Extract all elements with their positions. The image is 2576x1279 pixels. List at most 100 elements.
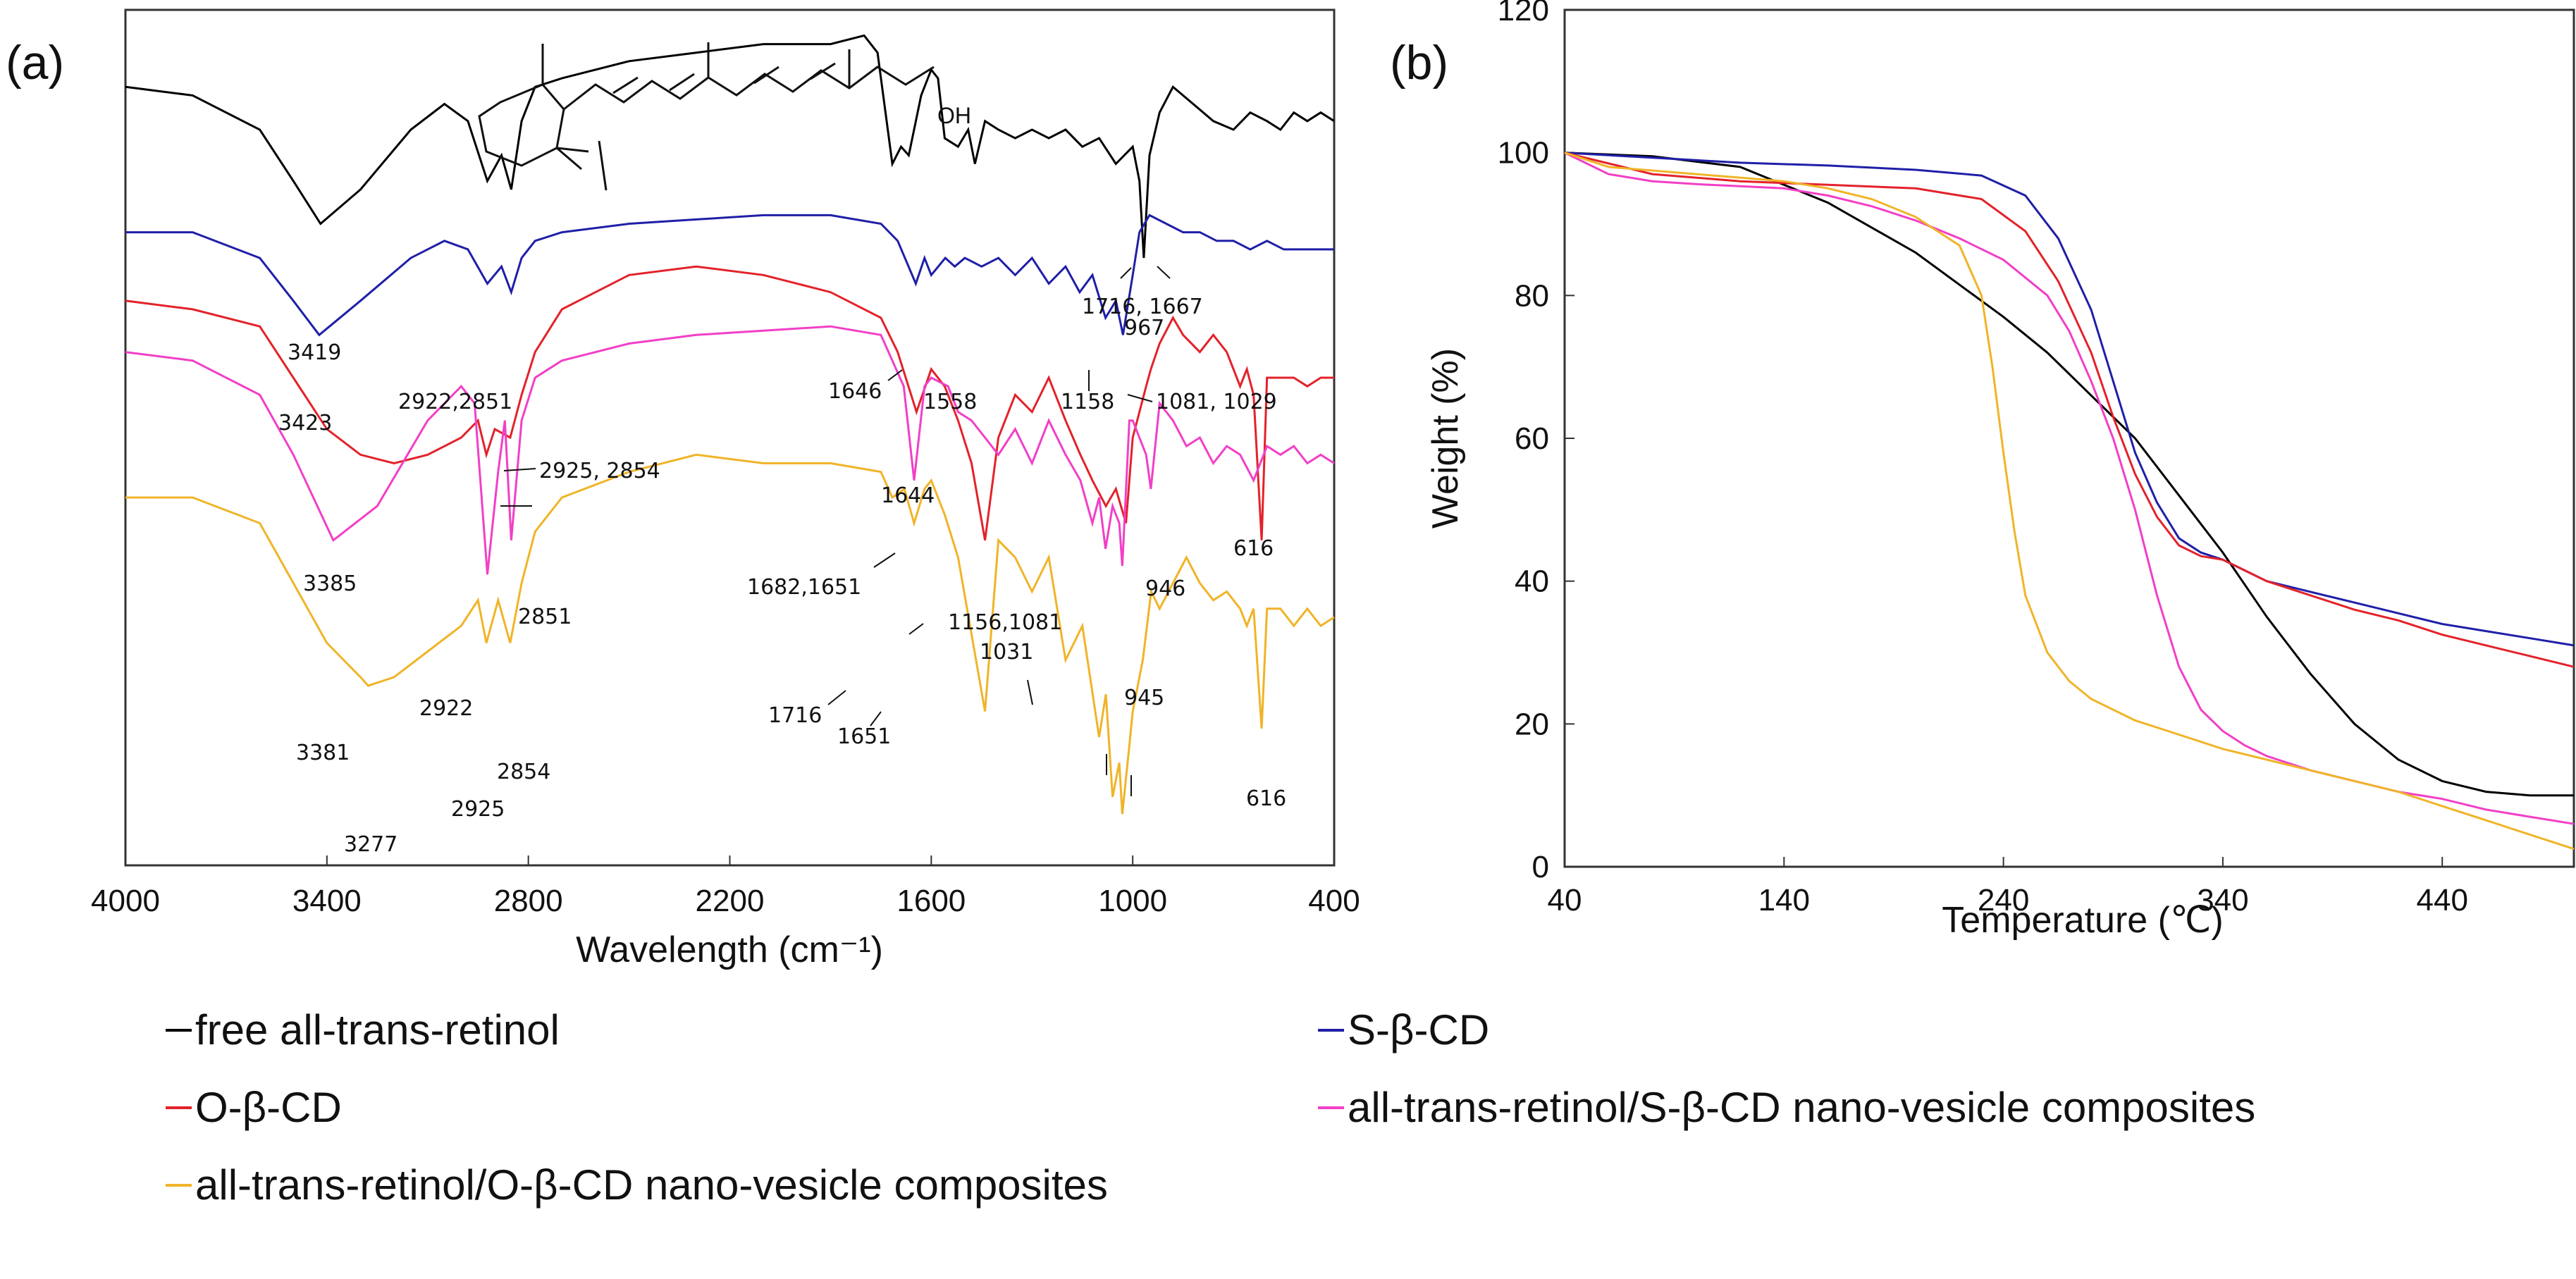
annotation-1558: 1558 xyxy=(923,390,977,414)
gem-dimethyl xyxy=(556,147,589,171)
ftir-series-o-cd xyxy=(125,265,1334,540)
annotation-1156-1081: 1156,1081 xyxy=(948,610,1062,635)
panel-a-series xyxy=(125,34,1335,815)
y-tick-label-100: 100 xyxy=(1498,136,1549,171)
panel-a-x-ticks: 4000 3400 2800 2200 1600 1000 400 xyxy=(91,855,1360,918)
annotation-2922: 2922 xyxy=(419,696,473,721)
chain-methyls xyxy=(707,42,851,88)
tga-series-all-trans-retinol-o-cd-nano-vesicle-composites xyxy=(1564,152,2575,851)
legend-label-free-retinol: free all-trans-retinol xyxy=(195,1006,560,1054)
x-tick-label-400: 400 xyxy=(1308,884,1360,918)
annotation-1682-1651: 1682,1651 xyxy=(747,575,861,600)
panel-b-frame xyxy=(1563,8,2575,868)
tga-series-s-cd xyxy=(1564,152,2575,647)
arrow-1667 xyxy=(1157,266,1171,279)
arrow-1651-o xyxy=(870,711,882,727)
hydroxyl-label: OH xyxy=(937,103,971,128)
double-bonds xyxy=(612,62,836,94)
ring-shape xyxy=(478,83,565,167)
annotation-1646: 1646 xyxy=(828,379,882,404)
x-tick-label-2800: 2800 xyxy=(494,884,563,918)
panel-b-series xyxy=(1564,152,2575,851)
panel-a-x-axis-title: Wavelength (cm⁻¹) xyxy=(576,929,883,970)
panel-b-x-axis-title: Temperature (℃) xyxy=(1942,900,2223,941)
polyene-chain xyxy=(563,66,935,111)
annotation-3419: 3419 xyxy=(288,340,341,365)
arrow-1682 xyxy=(873,552,896,568)
panel-a: (a) 4000 3400 2800 2200 1600 1000 400 Waveleng… xyxy=(6,8,1360,970)
annotation-1716: 1716 xyxy=(768,703,822,728)
legend-item-retinol-s-beta-cd: all-trans-retinol/S-β-CD nano-vesicle co… xyxy=(1318,1084,2255,1131)
x-tick-label-1000: 1000 xyxy=(1098,884,1167,918)
annotation-2925-2854: 2925, 2854 xyxy=(539,459,660,483)
annotation-1158: 1158 xyxy=(1061,390,1114,414)
annotation-3385: 3385 xyxy=(303,571,357,596)
annotation-2851: 2851 xyxy=(518,605,572,629)
x-tick-label-140: 140 xyxy=(1758,883,1810,917)
panel-b-y-axis-title: Weight (%) xyxy=(1425,348,1466,529)
x-tick-label-340: 340 xyxy=(2197,883,2248,917)
legend-item-retinol-o-beta-cd: all-trans-retinol/O-β-CD nano-vesicle co… xyxy=(166,1161,1108,1209)
arrow-2925 xyxy=(503,468,536,471)
arrow-1031 xyxy=(1027,679,1033,705)
tga-series-all-trans-retinol-s-cd-nano-vesicle-composites xyxy=(1564,152,2575,825)
panel-b-ticks: 40 140 240 340 440 0 20 40 60 80 100 120 xyxy=(1498,0,2468,917)
y-tick-label-120: 120 xyxy=(1498,0,1549,27)
arrow-1646 xyxy=(887,369,903,381)
tga-series-o-cd xyxy=(1564,152,2575,668)
arrow-1651-s xyxy=(908,623,924,635)
annotation-1644: 1644 xyxy=(881,483,935,508)
x-tick-label-440: 440 xyxy=(2417,883,2468,917)
x-tick-label-4000: 4000 xyxy=(91,884,160,918)
legend: free all-trans-retinol S-β-CD O-β-CD all… xyxy=(166,1006,2255,1209)
annotation-1081-1029: 1081, 1029 xyxy=(1156,390,1277,414)
annotation-3381: 3381 xyxy=(296,741,350,765)
legend-label-retinol-s-beta-cd: all-trans-retinol/S-β-CD nano-vesicle co… xyxy=(1348,1084,2255,1131)
y-tick-label-60: 60 xyxy=(1515,421,1549,456)
annotation-1716-1667: 1716, 1667 xyxy=(1082,295,1203,319)
ftir-series-s-cd xyxy=(125,214,1334,337)
legend-label-o-beta-cd: O-β-CD xyxy=(195,1084,342,1131)
x-tick-label-3400: 3400 xyxy=(292,884,362,918)
annotation-1031: 1031 xyxy=(980,640,1033,665)
ftir-series-all-trans-retinol-s-cd-nano-vesicle-composites xyxy=(125,325,1335,575)
annotation-3423: 3423 xyxy=(278,411,332,435)
annotation-946: 946 xyxy=(1145,576,1185,601)
annotation-1651: 1651 xyxy=(837,724,891,749)
panel-a-arrows xyxy=(500,266,1171,796)
panel-a-annotations: 3419 2922,2851 1716, 1667 967 3423 1646 … xyxy=(278,295,1286,857)
legend-label-s-beta-cd: S-β-CD xyxy=(1348,1006,1489,1054)
panel-b: (b) 40 140 240 340 440 0 20 40 60 80 100 120 Temper… xyxy=(1390,0,2575,941)
x-tick-label-2200: 2200 xyxy=(696,884,765,918)
panel-b-label: (b) xyxy=(1390,36,1448,89)
legend-item-s-beta-cd: S-β-CD xyxy=(1318,1006,1489,1054)
ftir-series-all-trans-retinol-o-cd-nano-vesicle-composites xyxy=(125,453,1335,815)
annotation-945: 945 xyxy=(1124,686,1164,710)
x-tick-label-240: 240 xyxy=(1978,883,2029,917)
legend-item-o-beta-cd: O-β-CD xyxy=(166,1084,342,1131)
panel-a-label: (a) xyxy=(6,36,64,89)
x-tick-label-1600: 1600 xyxy=(896,884,966,918)
annotation-967: 967 xyxy=(1124,316,1164,340)
y-tick-label-0: 0 xyxy=(1532,850,1549,884)
y-tick-label-40: 40 xyxy=(1515,564,1549,599)
arrow-1081 xyxy=(1127,394,1153,402)
annotation-3277: 3277 xyxy=(344,832,398,857)
y-tick-label-80: 80 xyxy=(1515,278,1549,313)
annotation-2922-2851: 2922,2851 xyxy=(398,390,512,414)
annotation-2854: 2854 xyxy=(497,760,550,784)
annotation-2925: 2925 xyxy=(451,797,505,822)
arrow-1716 xyxy=(1120,267,1132,279)
retinol-structure xyxy=(478,42,935,191)
annotation-616-comp: 616 xyxy=(1246,786,1286,811)
inset-pointer xyxy=(598,140,608,191)
annotation-616-o: 616 xyxy=(1233,536,1274,561)
legend-label-retinol-o-beta-cd: all-trans-retinol/O-β-CD nano-vesicle co… xyxy=(195,1161,1108,1209)
legend-item-free-retinol: free all-trans-retinol xyxy=(166,1006,560,1054)
arrow-1716-o xyxy=(827,690,846,705)
x-tick-label-40: 40 xyxy=(1548,883,1582,917)
ftir-series-free-all-trans-retinol xyxy=(125,34,1335,259)
tga-series-free-all-trans-retinol xyxy=(1564,152,2574,797)
y-tick-label-20: 20 xyxy=(1515,707,1549,741)
